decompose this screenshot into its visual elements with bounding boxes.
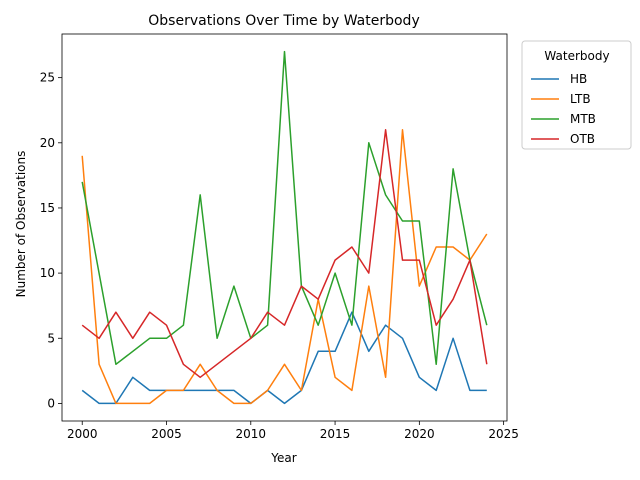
y-tick-label: 10: [40, 266, 55, 280]
x-axis-label: Year: [270, 451, 296, 465]
y-tick-label: 25: [40, 71, 55, 85]
y-axis-label: Number of Observations: [14, 151, 28, 298]
plot-lines: [81, 50, 488, 405]
legend: Waterbody HB LTB MTB OTB: [521, 40, 632, 150]
x-tick-label: 2025: [488, 427, 519, 441]
x-tick-label: 2005: [151, 427, 182, 441]
legend-label-ltb: LTB: [570, 92, 591, 106]
legend-label-hb: HB: [570, 72, 587, 86]
series-line-hb: [81, 311, 487, 405]
y-tick-label: 15: [40, 201, 55, 215]
y-tick-label: 0: [47, 396, 55, 410]
chart-title: Observations Over Time by Waterbody: [148, 13, 419, 29]
series-line-ltb: [81, 129, 488, 405]
y-tick-label: 20: [40, 136, 55, 150]
legend-box: [521, 40, 632, 150]
legend-label-otb: OTB: [570, 132, 595, 146]
x-tick-label: 2010: [236, 427, 267, 441]
y-axis: 0 5 10 15 20 25: [40, 71, 62, 410]
x-tick-label: 2015: [320, 427, 351, 441]
legend-label-mtb: MTB: [570, 112, 596, 126]
x-tick-label: 2000: [67, 427, 98, 441]
series-line-mtb: [81, 50, 488, 366]
plot-frame: [61, 33, 508, 422]
x-axis: 2000 2005 2010 2015 2020 2025: [67, 421, 519, 441]
x-tick-label: 2020: [404, 427, 435, 441]
series-line-otb: [81, 129, 488, 379]
legend-title: Waterbody: [544, 49, 609, 63]
y-tick-label: 5: [47, 331, 55, 345]
